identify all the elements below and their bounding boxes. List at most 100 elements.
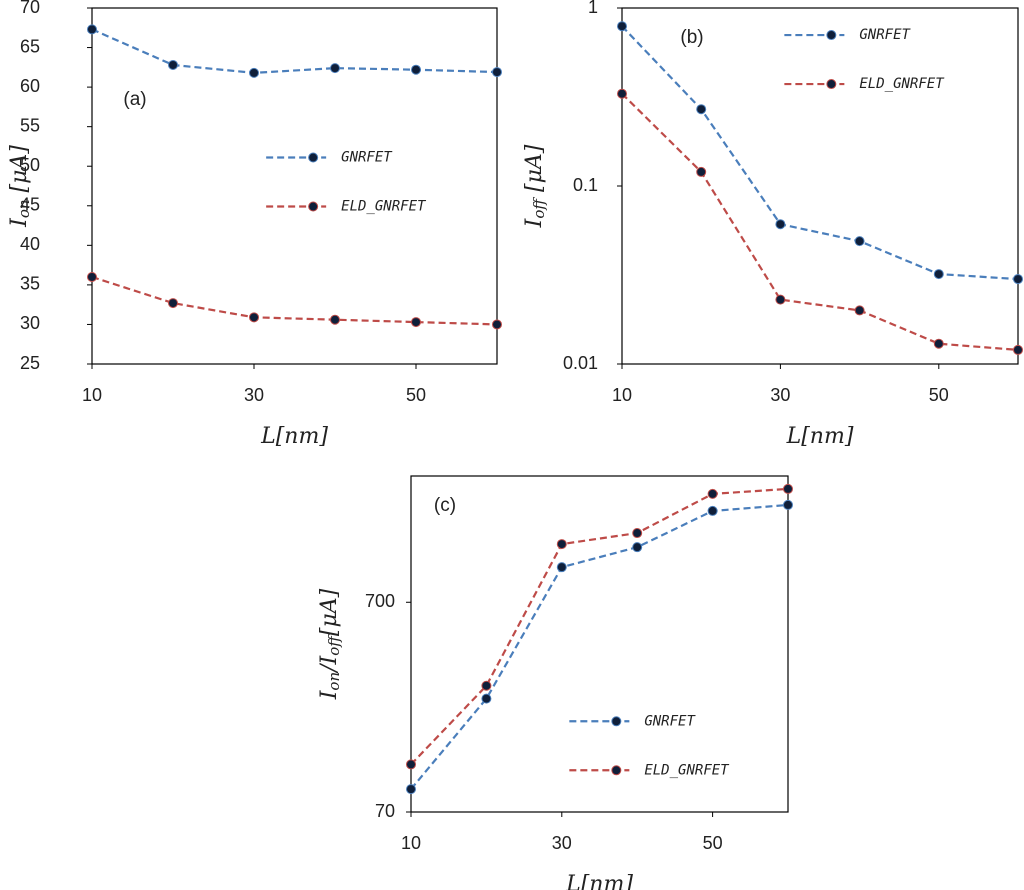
y-axis-label-part: on: [15, 199, 33, 218]
series-line: [621, 25, 1019, 281]
y-axis-label-part: [μA]: [7, 145, 32, 200]
legend-marker: [308, 152, 319, 163]
x-tick-label: 30: [770, 385, 790, 405]
marker: [411, 64, 421, 75]
marker: [249, 312, 259, 323]
series-line: [410, 503, 789, 790]
y-tick-label: 55: [20, 115, 40, 135]
x-tick-label: 10: [82, 385, 102, 405]
series-line: [621, 92, 1019, 352]
series-line: [91, 275, 498, 326]
marker: [632, 528, 643, 539]
x-tick-label: 30: [552, 833, 572, 853]
legend-label: GNRFET: [341, 150, 393, 166]
y-tick-label: 50: [20, 155, 40, 175]
marker: [481, 693, 492, 704]
y-axis-label-part: off: [325, 634, 343, 656]
marker: [87, 24, 97, 35]
y-axis-label: Ion/Ioff[μA]: [317, 588, 343, 700]
y-axis-label: Ioff [μA]: [522, 144, 548, 228]
legend-label: ELD_GNRFET: [644, 762, 730, 778]
y-axis-label-part: /I: [317, 654, 342, 673]
marker: [556, 539, 567, 550]
y-tick-label: 700: [365, 591, 395, 611]
marker: [492, 319, 502, 330]
series-line: [91, 28, 498, 74]
x-axis-label: L[nm]: [260, 424, 328, 449]
marker: [707, 488, 718, 499]
y-tick-label: 65: [20, 36, 40, 56]
marker: [632, 542, 643, 553]
panel-label: (b): [680, 27, 703, 48]
marker: [249, 67, 259, 78]
y-tick-label: 0.01: [563, 353, 598, 373]
y-axis-label-part: I: [522, 217, 547, 228]
panel-label: (c): [434, 495, 456, 516]
marker: [1013, 344, 1023, 355]
marker: [783, 499, 793, 510]
y-tick-label: 70: [375, 801, 395, 821]
marker: [330, 314, 340, 325]
y-tick-label: 0.1: [573, 175, 598, 195]
panel: 70 700 10 30 50 L[nm] Ion/Ioff[μA] (c) GNRFET ELD…: [317, 475, 793, 890]
marker: [492, 67, 502, 78]
legend-marker: [826, 79, 837, 90]
x-axis-label: L[nm]: [565, 872, 633, 890]
series-line: [410, 487, 789, 766]
marker: [696, 166, 707, 177]
x-tick-label: 30: [244, 385, 264, 405]
y-tick-label: 60: [20, 76, 40, 96]
marker: [854, 305, 865, 316]
x-tick-label: 10: [401, 833, 421, 853]
legend-marker: [308, 201, 319, 212]
y-axis-label-part: I: [7, 217, 32, 228]
x-tick-label: 50: [406, 385, 426, 405]
marker: [411, 317, 421, 328]
y-tick-label: 40: [20, 234, 40, 254]
legend-marker: [611, 716, 622, 727]
marker: [617, 88, 627, 99]
panel: 25 30 35 40 45 50 55 60 65 70 10 30 50 L[nm] Ion [μA] (…: [7, 0, 502, 449]
marker: [481, 680, 492, 691]
marker: [406, 759, 416, 770]
y-axis-label-part: off: [530, 197, 548, 219]
marker: [933, 338, 944, 349]
marker: [406, 784, 416, 795]
y-tick-label: 35: [20, 274, 40, 294]
marker: [696, 104, 707, 115]
y-axis-label: Ion [μA]: [7, 145, 33, 228]
marker: [168, 59, 178, 70]
marker: [854, 236, 865, 247]
marker: [707, 505, 718, 516]
y-tick-label: 70: [20, 0, 40, 17]
x-tick-label: 10: [612, 385, 632, 405]
y-axis-label-part: I: [317, 689, 342, 700]
marker: [617, 21, 627, 32]
marker: [933, 269, 944, 280]
legend-marker: [826, 30, 837, 41]
y-axis-label-part: [μA]: [522, 144, 547, 199]
x-tick-label: 50: [703, 833, 723, 853]
marker: [330, 63, 340, 74]
panel-label: (a): [123, 89, 146, 110]
plot-frame: [91, 7, 498, 365]
legend-marker: [611, 765, 622, 776]
legend-label: GNRFET: [859, 27, 911, 43]
plot-frame: [410, 475, 789, 813]
marker: [87, 271, 97, 282]
y-axis-label-part: on: [325, 672, 343, 691]
marker: [783, 483, 793, 494]
legend-label: ELD_GNRFET: [859, 76, 945, 92]
marker: [168, 298, 178, 309]
y-tick-label: 30: [20, 313, 40, 333]
marker: [775, 219, 786, 230]
y-tick-label: 1: [588, 0, 598, 17]
marker: [556, 562, 567, 573]
marker: [775, 294, 786, 305]
x-tick-label: 50: [929, 385, 949, 405]
legend-label: ELD_GNRFET: [341, 199, 427, 215]
legend-label: GNRFET: [644, 713, 696, 729]
y-tick-label: 45: [20, 195, 40, 215]
